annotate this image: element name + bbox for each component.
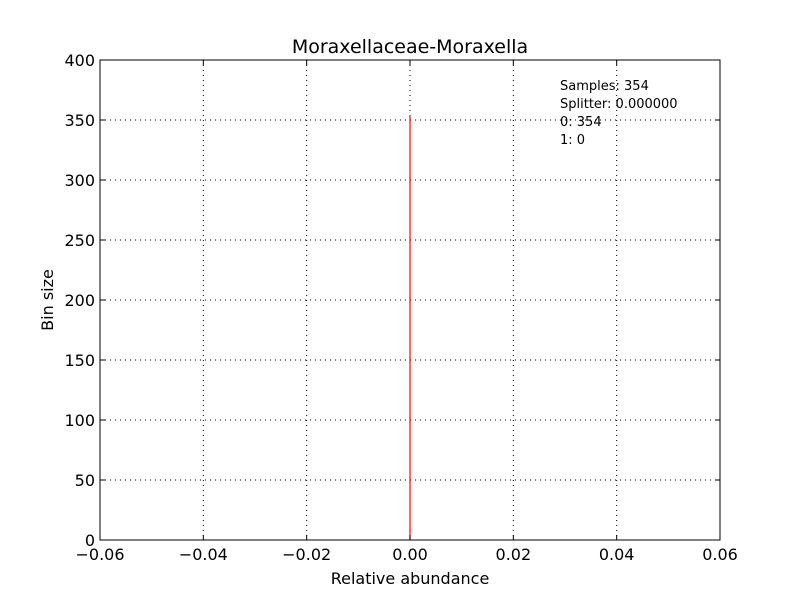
x-tick-label: 0.02 (496, 545, 532, 564)
y-tick-label: 50 (75, 471, 95, 490)
y-tick-label: 0 (85, 531, 95, 550)
annotation-count-0: 0: 354 (560, 115, 602, 130)
x-tick-label: 0.06 (702, 545, 738, 564)
annotation-splitter: Splitter: 0.000000 (560, 97, 678, 112)
x-tick-label: −0.02 (282, 545, 331, 564)
y-tick-label: 250 (64, 231, 95, 250)
y-tick-label: 200 (64, 291, 95, 310)
x-tick-label: −0.04 (179, 545, 228, 564)
y-tick-label: 300 (64, 171, 95, 190)
annotation-box: Samples: 354 Splitter: 0.000000 0: 354 1… (560, 79, 678, 148)
chart-title: Moraxellaceae-Moraxella (292, 36, 528, 58)
x-tick-label: 0.04 (599, 545, 635, 564)
axis-ticks: −0.06 −0.04 −0.02 0.00 0.02 0.04 0.06 0 50 100 150… (64, 51, 737, 564)
y-tick-label: 400 (64, 51, 95, 70)
x-tick-label: 0.00 (392, 545, 428, 564)
y-tick-label: 100 (64, 411, 95, 430)
x-tick-label: −0.06 (75, 545, 124, 564)
x-axis-label: Relative abundance (331, 569, 490, 588)
y-tick-label: 150 (64, 351, 95, 370)
annotation-count-1: 1: 0 (560, 133, 585, 148)
annotation-samples: Samples: 354 (560, 79, 649, 94)
y-axis-label: Bin size (38, 269, 57, 331)
y-tick-label: 350 (64, 111, 95, 130)
